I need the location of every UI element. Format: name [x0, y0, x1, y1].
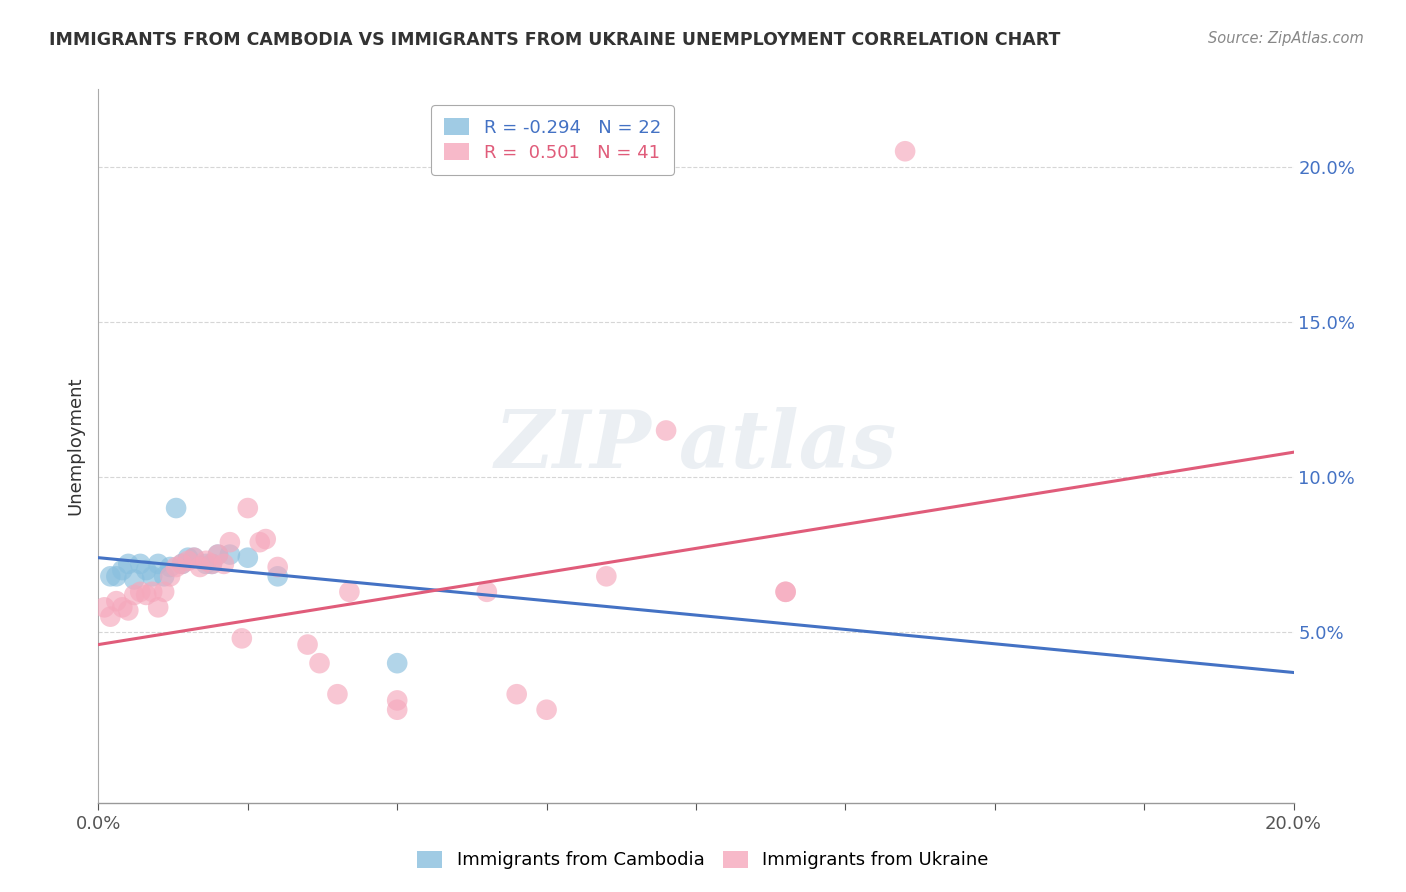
Point — [129, 557, 152, 571]
Y-axis label: Unemployment: Unemployment — [66, 376, 84, 516]
Point — [506, 687, 529, 701]
Point — [129, 584, 152, 599]
Point — [326, 687, 349, 701]
Point — [111, 600, 134, 615]
Point — [188, 560, 211, 574]
Point — [475, 584, 498, 599]
Point — [219, 535, 242, 549]
Point — [165, 501, 187, 516]
Point — [339, 584, 361, 599]
Point — [195, 554, 218, 568]
Legend: Immigrants from Cambodia, Immigrants from Ukraine: Immigrants from Cambodia, Immigrants fro… — [408, 842, 998, 879]
Point — [595, 569, 617, 583]
Point — [207, 548, 229, 562]
Point — [385, 693, 409, 707]
Point — [236, 550, 259, 565]
Point — [231, 632, 253, 646]
Point — [124, 573, 146, 587]
Point — [165, 560, 187, 574]
Point — [775, 584, 797, 599]
Point — [267, 560, 290, 574]
Point — [385, 656, 409, 670]
Point — [117, 557, 139, 571]
Point — [894, 145, 917, 159]
Point — [254, 532, 277, 546]
Point — [117, 603, 139, 617]
Point — [201, 557, 224, 571]
Point — [183, 550, 205, 565]
Point — [183, 550, 205, 565]
Text: ZIP atlas: ZIP atlas — [495, 408, 897, 484]
Point — [98, 609, 122, 624]
Point — [135, 588, 157, 602]
Point — [207, 548, 229, 562]
Text: IMMIGRANTS FROM CAMBODIA VS IMMIGRANTS FROM UKRAINE UNEMPLOYMENT CORRELATION CHA: IMMIGRANTS FROM CAMBODIA VS IMMIGRANTS F… — [49, 31, 1060, 49]
Point — [172, 557, 194, 571]
Point — [141, 569, 163, 583]
Point — [148, 557, 170, 571]
Point — [105, 594, 128, 608]
Legend: R = -0.294   N = 22, R =  0.501   N = 41: R = -0.294 N = 22, R = 0.501 N = 41 — [432, 105, 673, 175]
Point — [297, 638, 319, 652]
Point — [195, 557, 218, 571]
Point — [385, 703, 409, 717]
Point — [655, 424, 678, 438]
Point — [135, 563, 157, 577]
Point — [141, 584, 163, 599]
Point — [124, 588, 146, 602]
Point — [308, 656, 330, 670]
Point — [536, 703, 558, 717]
Point — [177, 550, 200, 565]
Point — [219, 548, 242, 562]
Point — [267, 569, 290, 583]
Point — [212, 557, 235, 571]
Point — [201, 557, 224, 571]
Point — [249, 535, 271, 549]
Point — [98, 569, 122, 583]
Point — [111, 563, 134, 577]
Point — [775, 584, 797, 599]
Point — [172, 557, 194, 571]
Point — [105, 569, 128, 583]
Point — [236, 501, 259, 516]
Point — [159, 560, 181, 574]
Point — [153, 584, 176, 599]
Point — [153, 569, 176, 583]
Point — [93, 600, 115, 615]
Point — [177, 554, 200, 568]
Text: Source: ZipAtlas.com: Source: ZipAtlas.com — [1208, 31, 1364, 46]
Point — [148, 600, 170, 615]
Point — [159, 569, 181, 583]
